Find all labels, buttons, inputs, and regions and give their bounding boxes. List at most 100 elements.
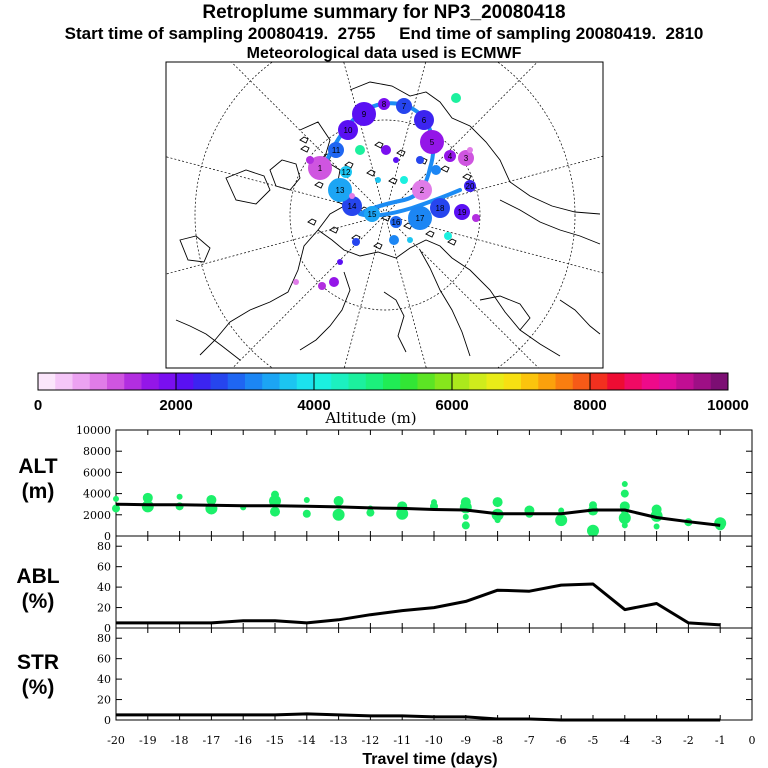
coastline xyxy=(559,299,601,335)
cluster-circle xyxy=(352,102,376,126)
altitude-cluster-point xyxy=(332,508,345,521)
sampling-time-line: Start time of sampling 20080419. 2755 En… xyxy=(64,24,704,43)
cluster-circle xyxy=(328,178,352,202)
island xyxy=(373,242,383,250)
colorbar-swatch xyxy=(331,373,349,390)
colorbar-swatch xyxy=(141,373,160,390)
island xyxy=(299,136,309,144)
longitude-line xyxy=(384,214,427,368)
colorbar-swatch xyxy=(262,373,280,390)
altitude-cluster-point xyxy=(653,523,660,530)
cluster-label: 7 xyxy=(402,102,407,111)
cluster-circle xyxy=(464,180,476,192)
y-tick-label: 8000 xyxy=(83,445,111,458)
y-tick-label: 80 xyxy=(97,540,111,553)
particle-dot xyxy=(472,214,480,222)
cluster-label: 20 xyxy=(466,182,475,191)
island xyxy=(396,149,406,157)
cluster-circle xyxy=(420,130,444,154)
cluster-label: 16 xyxy=(392,218,401,227)
cluster-label: 12 xyxy=(342,168,351,177)
altitude-colorbar xyxy=(37,372,729,391)
panel-unit-abl: (%) xyxy=(22,590,55,613)
cluster-circle xyxy=(454,204,470,220)
coastline xyxy=(299,271,351,351)
particle-dot xyxy=(355,145,365,155)
panel-unit-str: (%) xyxy=(22,676,55,699)
x-tick-label: -1 xyxy=(715,734,726,747)
particle-dot xyxy=(451,93,461,103)
altitude-cluster-point xyxy=(396,507,409,520)
x-tick-label: -18 xyxy=(171,734,189,747)
particle-dot xyxy=(349,193,355,199)
cluster-circle xyxy=(308,156,332,180)
panel-label-abl: ABL xyxy=(16,565,59,588)
cluster-label: 13 xyxy=(336,186,345,195)
coastline xyxy=(479,295,531,331)
colorbar-frame xyxy=(37,372,729,391)
longitude-line xyxy=(384,214,603,274)
x-tick-label: -20 xyxy=(107,734,125,747)
x-tick-label: -12 xyxy=(362,734,380,747)
cluster-label: 17 xyxy=(416,214,425,223)
coastline xyxy=(383,291,407,353)
particle-dot xyxy=(416,156,424,164)
altitude-cluster-point xyxy=(112,504,120,513)
colorbar-tick-label: 10000 xyxy=(707,397,749,414)
altitude-cluster-point xyxy=(303,496,310,503)
cluster-circle xyxy=(414,110,434,130)
island xyxy=(366,169,376,177)
cluster-label: 19 xyxy=(458,208,467,217)
particle-dot xyxy=(352,238,360,246)
coastline xyxy=(419,249,471,357)
x-tick-label: -5 xyxy=(588,734,599,747)
y-tick-label: 20 xyxy=(97,602,111,615)
y-tick-label: 60 xyxy=(97,653,111,666)
particle-dot xyxy=(306,156,314,164)
cluster-circle xyxy=(328,142,344,158)
altitude-cluster-point xyxy=(714,517,727,530)
cluster-circle xyxy=(430,198,450,218)
longitude-line xyxy=(232,214,386,368)
colorbar-swatch xyxy=(590,373,608,390)
y-tick-label: 40 xyxy=(97,581,111,594)
y-tick-label: 0 xyxy=(104,714,111,727)
island xyxy=(314,181,324,189)
colorbar-swatch xyxy=(469,373,487,390)
colorbar-swatch xyxy=(607,373,625,390)
series-line-str xyxy=(116,712,721,722)
coastline xyxy=(317,229,561,357)
cluster-circle xyxy=(364,206,380,222)
y-tick-label: 6000 xyxy=(83,466,111,479)
coastline xyxy=(499,199,601,245)
colorbar-swatch xyxy=(417,373,436,390)
colorbar-swatch xyxy=(245,373,263,390)
cluster-label: 4 xyxy=(448,152,453,161)
cluster-label: 8 xyxy=(382,100,387,109)
cluster-label: 2 xyxy=(420,186,425,195)
latitude-circle xyxy=(194,62,576,368)
colorbar-swatch xyxy=(89,373,108,390)
cluster-label: 10 xyxy=(344,126,353,135)
particle-dot xyxy=(444,232,452,240)
cluster-circle xyxy=(390,216,402,228)
latitude-circle xyxy=(289,119,481,311)
y-tick-label: 2000 xyxy=(83,509,111,522)
colorbar-swatch xyxy=(279,373,298,390)
x-tick-label: -9 xyxy=(460,734,471,747)
cluster-circle xyxy=(396,98,412,114)
island xyxy=(462,173,472,181)
particle-dot xyxy=(318,282,326,290)
y-tick-label: 40 xyxy=(97,673,111,686)
island xyxy=(300,145,310,153)
altitude-cluster-point xyxy=(555,514,568,527)
colorbar-swatch xyxy=(55,373,73,390)
panel-frame-abl xyxy=(115,535,753,629)
longitude-line xyxy=(166,156,386,216)
colorbar-swatch xyxy=(641,373,660,390)
altitude-cluster-point xyxy=(206,494,217,505)
island xyxy=(388,177,398,185)
cluster-label: 15 xyxy=(368,210,377,219)
colorbar-swatch xyxy=(693,373,712,390)
